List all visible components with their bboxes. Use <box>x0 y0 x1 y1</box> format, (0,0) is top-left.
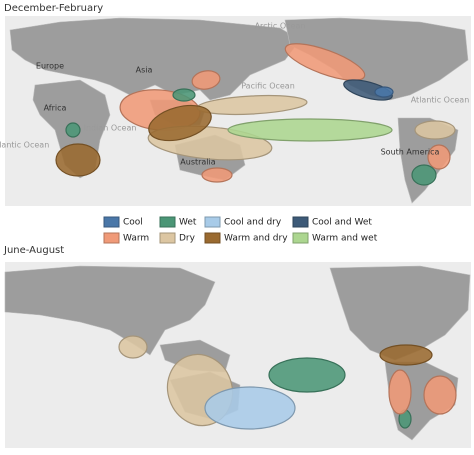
map-label: Atlantic Ocean <box>0 141 49 150</box>
climate-region <box>379 344 433 366</box>
climate-region <box>148 104 212 142</box>
legend-swatch <box>159 216 176 228</box>
panel-title: June-August <box>3 245 64 256</box>
legend-swatch <box>103 232 120 244</box>
legend-label: Cool and Wet <box>312 218 372 228</box>
map-label: Asia <box>136 66 153 75</box>
legend-label: Warm and wet <box>312 234 378 244</box>
panel-title: December-February <box>4 3 103 14</box>
climate-region <box>423 375 457 415</box>
legend-label: Cool <box>123 218 143 228</box>
climate-region <box>414 120 456 140</box>
map-label: Australia <box>180 158 215 167</box>
climate-region <box>427 144 451 170</box>
map-label: Indian Ocean <box>84 124 137 133</box>
legend-swatch <box>103 216 120 228</box>
climate-region <box>374 86 394 98</box>
climate-region <box>411 164 437 186</box>
climate-region <box>201 167 233 183</box>
legend-label: Warm and dry <box>224 234 288 244</box>
map-label: Arctic Ocean <box>255 22 306 31</box>
legend-swatch <box>159 232 176 244</box>
legend-swatch <box>204 216 221 228</box>
climate-region <box>191 70 221 90</box>
map-label: South America <box>381 148 440 157</box>
legend-swatch <box>204 232 221 244</box>
climate-region <box>55 143 101 177</box>
map-label: Atlantic Ocean <box>411 96 470 105</box>
climate-region <box>227 118 393 142</box>
climate-region <box>65 122 81 138</box>
climate-region <box>388 369 412 415</box>
map-label: Europe <box>36 62 64 71</box>
legend-label: Cool and dry <box>224 218 282 228</box>
map-label: Pacific Ocean <box>241 82 295 91</box>
climate-region <box>204 386 296 430</box>
legend-swatch <box>292 216 309 228</box>
climate-region <box>268 357 346 393</box>
climate-region <box>284 43 366 81</box>
climate-region <box>172 88 196 102</box>
legend-label: Wet <box>179 218 197 228</box>
legend-label: Dry <box>179 234 196 244</box>
climate-region <box>118 335 148 359</box>
legend-swatch <box>292 232 309 244</box>
map-label: Africa <box>44 104 67 113</box>
legend-label: Warm <box>123 234 149 244</box>
